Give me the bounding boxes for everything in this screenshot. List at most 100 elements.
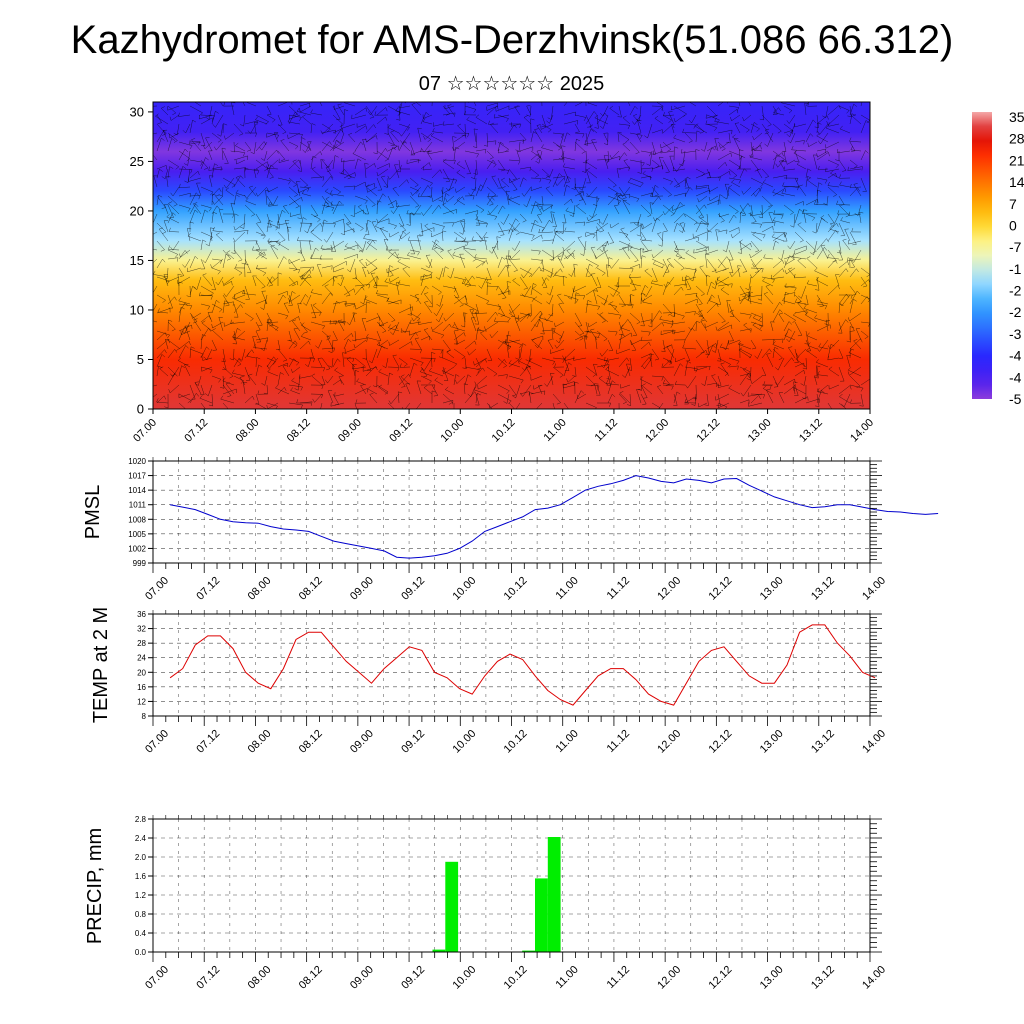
wind-barb xyxy=(781,102,796,107)
wind-barb-flag xyxy=(519,123,522,128)
wind-barb-flag xyxy=(385,107,388,112)
wind-barb-flag xyxy=(814,267,818,271)
wind-barb xyxy=(541,239,554,242)
wind-barb-flag xyxy=(825,167,827,172)
wind-barb xyxy=(310,232,323,242)
wind-barb-flag xyxy=(806,332,810,336)
wind-barb-flag xyxy=(535,160,540,164)
wind-barb-flag xyxy=(721,148,726,151)
wind-barb-flag xyxy=(467,393,471,397)
wind-barb xyxy=(215,196,224,206)
wind-barb xyxy=(605,369,620,377)
wind-barb xyxy=(588,102,598,107)
wind-barb xyxy=(475,358,486,368)
wind-barb-flag xyxy=(745,288,750,291)
wind-barb xyxy=(762,280,774,287)
field-x-tick-label: 11.00 xyxy=(541,417,568,444)
wind-barb-flag xyxy=(352,363,357,365)
wind-barb xyxy=(838,105,850,111)
wind-barb xyxy=(640,378,653,386)
wind-barb-flag xyxy=(384,278,388,282)
wind-barb xyxy=(820,132,829,145)
wind-barb xyxy=(763,388,774,395)
wind-barb-flag xyxy=(850,183,852,188)
wind-barb xyxy=(324,286,334,296)
wind-barb-flag xyxy=(837,210,840,215)
wind-barb xyxy=(156,195,166,208)
wind-barb xyxy=(838,240,842,254)
wind-barb xyxy=(571,285,576,300)
wind-barb-flag xyxy=(201,320,206,324)
wind-barb-flag xyxy=(247,149,252,152)
wind-barb-flag xyxy=(604,356,606,361)
wind-barb xyxy=(453,134,466,143)
wind-barb xyxy=(750,312,762,318)
wind-barb xyxy=(422,168,433,171)
wind-barb-flag xyxy=(562,163,566,168)
wind-barb-flag xyxy=(400,140,403,144)
wind-barb-flag xyxy=(523,204,527,208)
wind-barb-flag xyxy=(751,145,754,150)
wind-barb-flag xyxy=(640,248,645,250)
wind-barb xyxy=(508,218,516,233)
wind-barb-flag xyxy=(232,295,236,299)
wind-barb xyxy=(830,173,840,179)
wind-barb xyxy=(200,258,206,269)
wind-barb-flag xyxy=(737,365,739,370)
wind-barb-flag xyxy=(786,338,790,343)
wind-barb xyxy=(222,357,227,370)
wind-barb xyxy=(620,327,631,332)
wind-barb-flag xyxy=(157,122,162,124)
wind-barb xyxy=(239,377,246,386)
wind-barb xyxy=(784,335,796,341)
wind-barb xyxy=(717,141,726,149)
wind-barb xyxy=(196,276,202,290)
wind-barb-flag xyxy=(503,365,507,368)
wind-barb xyxy=(365,105,374,118)
wind-barb xyxy=(310,222,321,233)
wind-barb-flag xyxy=(711,270,716,273)
wind-barb-flag xyxy=(765,128,770,131)
wind-barb xyxy=(573,204,576,217)
wind-barb-flag xyxy=(474,391,477,396)
wind-barb xyxy=(849,159,858,166)
wind-barb-flag xyxy=(804,102,809,105)
wind-barb-flag xyxy=(682,344,685,349)
wind-barb xyxy=(739,156,742,170)
wind-barb xyxy=(243,114,246,127)
wind-barb-flag xyxy=(530,118,535,121)
wind-barb-flag xyxy=(291,284,296,287)
wind-barb xyxy=(761,123,769,133)
wind-barb-flag xyxy=(534,344,538,349)
wind-barb-flag xyxy=(830,170,834,174)
wind-barb-flag xyxy=(821,217,826,221)
wind-barb-flag xyxy=(210,264,213,269)
wind-barb-flag xyxy=(615,413,619,414)
wind-barb xyxy=(478,384,488,390)
wind-barb xyxy=(657,233,664,242)
wind-barb-flag xyxy=(632,334,637,337)
wind-barb xyxy=(299,340,309,350)
wind-barb xyxy=(596,330,608,339)
wind-barb-flag xyxy=(502,205,506,210)
wind-barb-flag xyxy=(591,273,596,275)
wind-barb-flag xyxy=(627,125,631,130)
wind-barb xyxy=(354,330,357,342)
wind-barb xyxy=(486,402,493,409)
wind-barb-flag xyxy=(728,385,732,389)
wind-barb xyxy=(434,380,444,386)
wind-barb xyxy=(695,186,708,190)
wind-barb-flag xyxy=(340,233,345,235)
wind-barb xyxy=(464,374,469,386)
wind-barb xyxy=(153,320,158,323)
wind-barb xyxy=(341,172,356,179)
wind-barb-flag xyxy=(583,295,586,300)
wind-barb-flag xyxy=(648,332,651,336)
wind-barb xyxy=(777,357,785,371)
wind-barb xyxy=(250,123,257,134)
wind-barb xyxy=(187,168,191,183)
wind-barb-flag xyxy=(864,97,867,99)
wind-barb xyxy=(156,365,159,377)
wind-barb xyxy=(486,267,492,280)
wind-barb xyxy=(480,332,488,341)
